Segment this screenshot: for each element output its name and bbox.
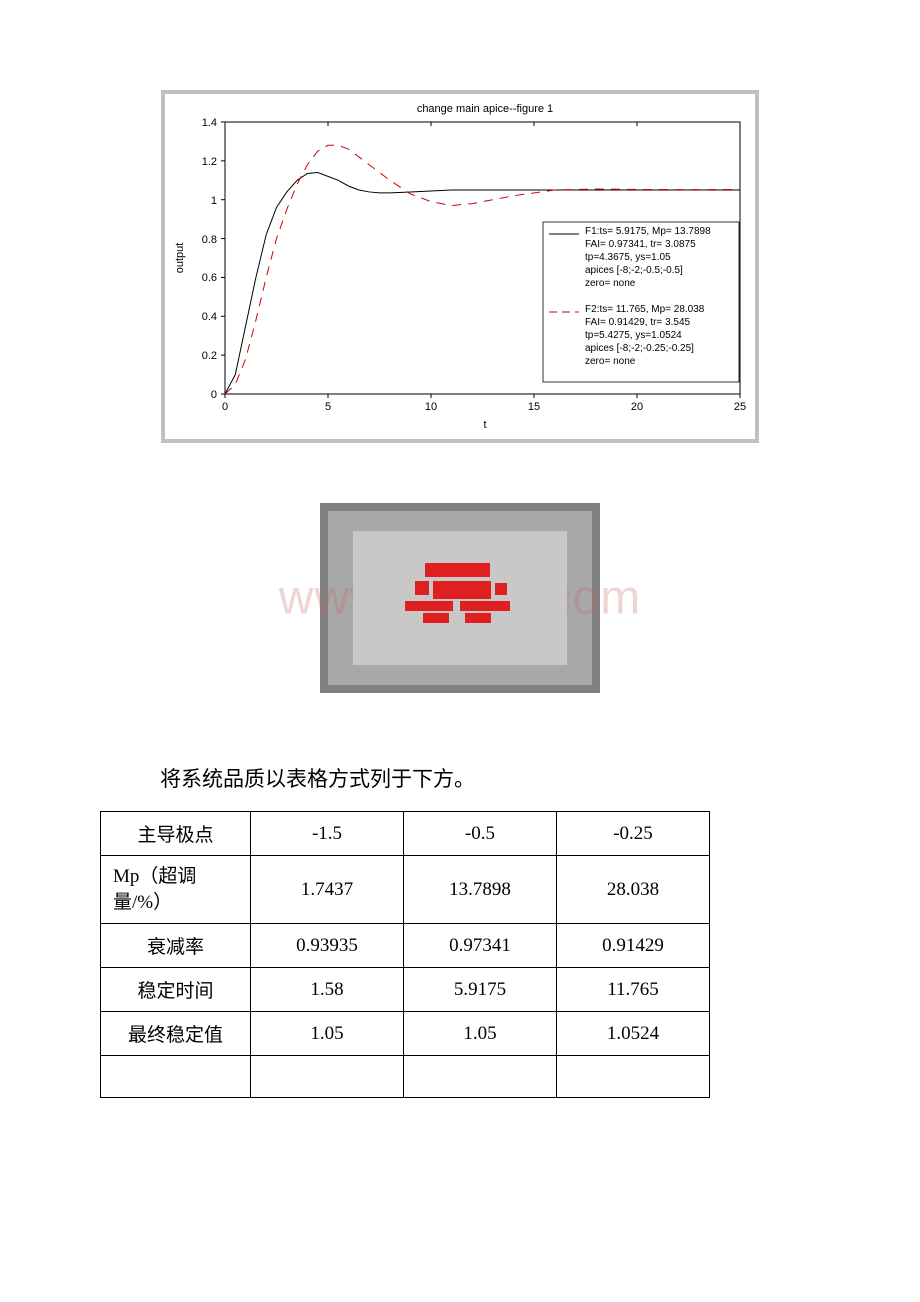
svg-text:1: 1 (211, 195, 217, 207)
table-row: 主导极点 -1.5 -0.5 -0.25 (101, 812, 710, 856)
svg-text:F2:ts= 11.765, Mp= 28.038: F2:ts= 11.765, Mp= 28.038 (585, 304, 705, 315)
cell: 最终稳定值 (101, 1012, 251, 1056)
svg-text:FAI= 0.91429, tr= 3.545: FAI= 0.91429, tr= 3.545 (585, 317, 691, 328)
quality-table: 主导极点 -1.5 -0.5 -0.25 Mp（超调量/%） 1.7437 13… (100, 811, 710, 1098)
chart-title: change main apice--figure 1 (417, 103, 553, 115)
svg-text:zero= none: zero= none (585, 356, 636, 367)
cell: 5.9175 (404, 968, 557, 1012)
chart-container: change main apice--figure 1 0 0.2 0.4 0.… (100, 90, 820, 443)
cell: -1.5 (251, 812, 404, 856)
table-caption: 将系统品质以表格方式列于下方。 (160, 763, 820, 793)
svg-text:F1:ts= 5.9175, Mp= 13.7898: F1:ts= 5.9175, Mp= 13.7898 (585, 226, 711, 237)
svg-text:0.4: 0.4 (202, 311, 217, 323)
chart: change main apice--figure 1 0 0.2 0.4 0.… (165, 94, 755, 439)
svg-text:apices [-8;-2;-0.5;-0.5]: apices [-8;-2;-0.5;-0.5] (585, 265, 683, 276)
svg-text:0.6: 0.6 (202, 272, 217, 284)
svg-text:0.8: 0.8 (202, 234, 217, 246)
svg-text:20: 20 (631, 401, 643, 413)
cell: -0.5 (404, 812, 557, 856)
table-row: 最终稳定值 1.05 1.05 1.0524 (101, 1012, 710, 1056)
cell: 28.038 (557, 856, 710, 924)
svg-text:1.2: 1.2 (202, 156, 217, 168)
cell: 1.05 (404, 1012, 557, 1056)
svg-text:10: 10 (425, 401, 437, 413)
broken-image-icon (405, 563, 515, 633)
cell: 0.91429 (557, 924, 710, 968)
cell: 1.0524 (557, 1012, 710, 1056)
table-row: 稳定时间 1.58 5.9175 11.765 (101, 968, 710, 1012)
cell: 13.7898 (404, 856, 557, 924)
cell: -0.25 (557, 812, 710, 856)
svg-text:apices [-8;-2;-0.25;-0.25]: apices [-8;-2;-0.25;-0.25] (585, 343, 694, 354)
svg-text:zero= none: zero= none (585, 278, 636, 289)
cell (101, 1056, 251, 1098)
cell: 0.93935 (251, 924, 404, 968)
cell (251, 1056, 404, 1098)
svg-text:5: 5 (325, 401, 331, 413)
cell: Mp（超调量/%） (101, 856, 251, 924)
page: change main apice--figure 1 0 0.2 0.4 0.… (0, 0, 920, 1198)
cell (557, 1056, 710, 1098)
svg-text:0: 0 (222, 401, 228, 413)
table-row (101, 1056, 710, 1098)
cell: 1.7437 (251, 856, 404, 924)
cell (404, 1056, 557, 1098)
cell: 1.05 (251, 1012, 404, 1056)
chart-svg: change main apice--figure 1 0 0.2 0.4 0.… (165, 94, 755, 434)
broken-image-block: www.bdoox.com (100, 503, 820, 693)
svg-text:tp=5.4275, ys=1.0524: tp=5.4275, ys=1.0524 (585, 330, 682, 341)
svg-text:25: 25 (734, 401, 746, 413)
cell: 0.97341 (404, 924, 557, 968)
svg-text:tp=4.3675, ys=1.05: tp=4.3675, ys=1.05 (585, 252, 671, 263)
ylabel: output (174, 243, 186, 274)
table-row: 衰减率 0.93935 0.97341 0.91429 (101, 924, 710, 968)
table-row: Mp（超调量/%） 1.7437 13.7898 28.038 (101, 856, 710, 924)
cell: 衰减率 (101, 924, 251, 968)
svg-text:0.2: 0.2 (202, 350, 217, 362)
svg-text:0: 0 (211, 389, 217, 401)
y-ticks: 0 0.2 0.4 0.6 0.8 1 1.2 1 (202, 117, 225, 401)
chart-frame: change main apice--figure 1 0 0.2 0.4 0.… (161, 90, 759, 443)
xlabel: t (483, 419, 486, 431)
x-ticks: 0 5 10 15 20 25 (222, 394, 746, 413)
cell: 1.58 (251, 968, 404, 1012)
svg-text:15: 15 (528, 401, 540, 413)
svg-text:1.4: 1.4 (202, 117, 217, 129)
cell: 稳定时间 (101, 968, 251, 1012)
legend: F1:ts= 5.9175, Mp= 13.7898 FAI= 0.97341,… (543, 222, 739, 382)
broken-frame (320, 503, 600, 693)
cell: 主导极点 (101, 812, 251, 856)
svg-text:FAI= 0.97341, tr= 3.0875: FAI= 0.97341, tr= 3.0875 (585, 239, 696, 250)
top-ticks (328, 122, 637, 126)
cell: 11.765 (557, 968, 710, 1012)
